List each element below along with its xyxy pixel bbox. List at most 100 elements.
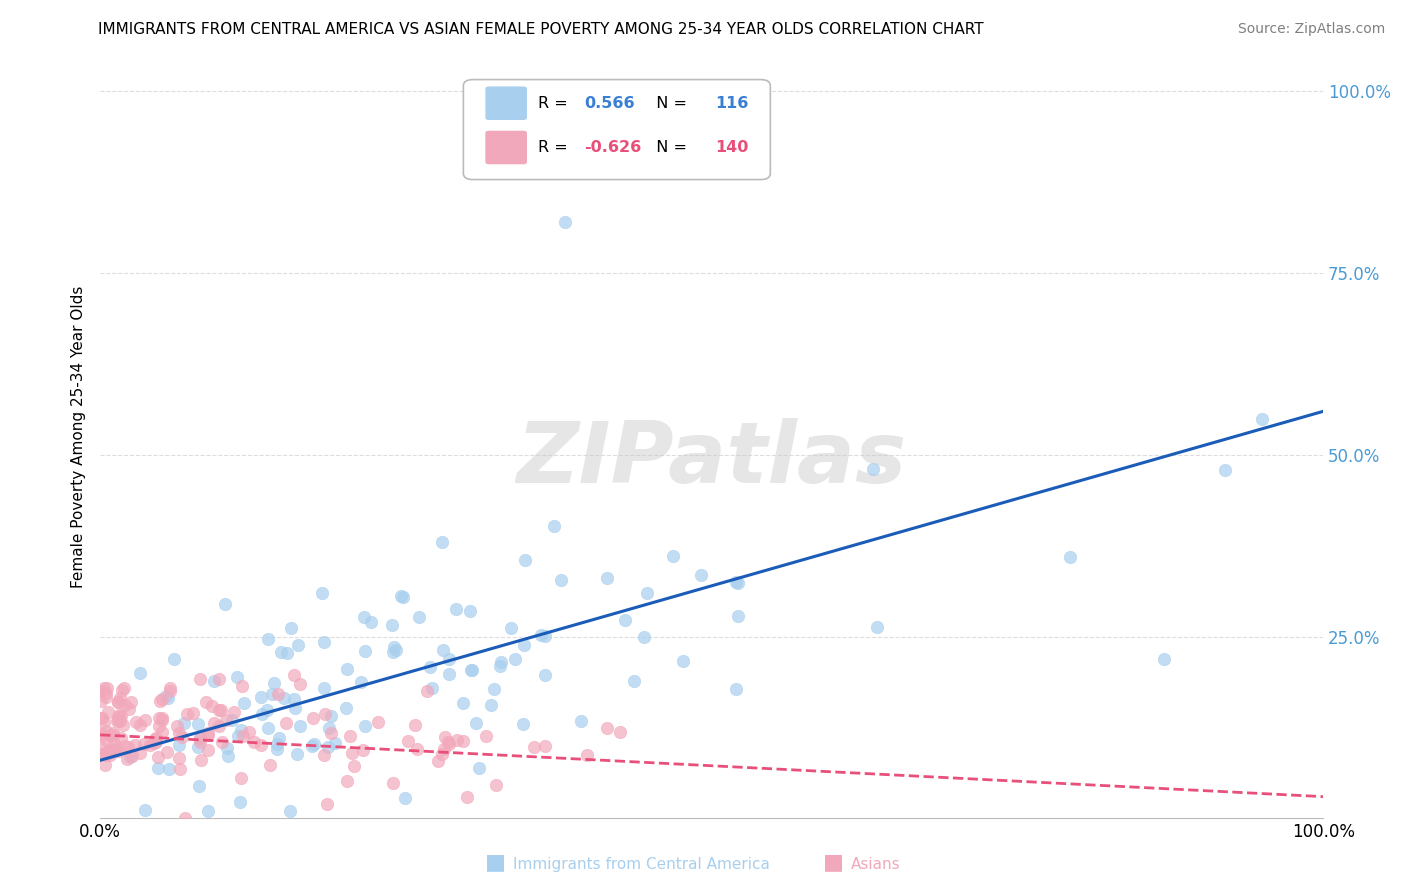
Point: [382, 776, 405, 790]
Point: [343, 759, 366, 773]
Point: [503, 652, 526, 666]
Point: [208, 672, 231, 686]
Point: [108, 714, 131, 728]
Point: [169, 762, 191, 776]
Text: 0.566: 0.566: [585, 95, 636, 111]
Point: [169, 751, 191, 765]
Point: [382, 645, 405, 659]
Point: [148, 761, 170, 775]
Point: [287, 638, 309, 652]
Point: [129, 717, 152, 731]
Point: [150, 710, 173, 724]
Point: [451, 733, 474, 747]
Point: [314, 707, 336, 722]
Point: [114, 739, 136, 754]
Point: [382, 640, 405, 654]
Point: [283, 692, 305, 706]
Point: [96, 733, 118, 747]
Point: [865, 620, 887, 634]
Point: [433, 730, 456, 744]
Point: [596, 571, 619, 585]
Point: [381, 618, 404, 632]
Point: [335, 701, 357, 715]
Point: [103, 744, 125, 758]
Point: [533, 629, 555, 643]
Point: [613, 613, 636, 627]
Point: [419, 659, 441, 673]
Text: Asians: Asians: [851, 857, 900, 872]
Point: [288, 719, 311, 733]
Point: [214, 597, 236, 611]
Point: [166, 719, 188, 733]
Point: [150, 692, 173, 706]
Point: [534, 668, 557, 682]
Point: [467, 761, 489, 775]
Point: [157, 762, 180, 776]
Point: [226, 729, 249, 743]
Point: [354, 644, 377, 658]
Text: Immigrants from Central America: Immigrants from Central America: [513, 857, 770, 872]
Point: [150, 713, 173, 727]
Point: [256, 703, 278, 717]
Point: [725, 682, 748, 697]
Point: [475, 729, 498, 743]
Point: [208, 703, 231, 717]
Point: [117, 751, 139, 765]
Point: [269, 731, 291, 745]
Point: [167, 738, 190, 752]
Point: [465, 715, 488, 730]
Point: [202, 715, 225, 730]
Point: [124, 738, 146, 752]
Point: [149, 693, 172, 707]
Point: [725, 574, 748, 589]
Point: [157, 690, 180, 705]
Point: [100, 745, 122, 759]
Point: [128, 666, 150, 681]
Point: [432, 741, 454, 756]
Point: [285, 747, 308, 761]
Point: [482, 682, 505, 697]
Point: [727, 608, 749, 623]
Point: [513, 553, 536, 567]
Point: [107, 695, 129, 709]
Point: [107, 744, 129, 758]
Point: [436, 735, 458, 749]
Point: [280, 621, 302, 635]
Point: [112, 681, 135, 695]
Point: [124, 715, 146, 730]
Point: [121, 748, 143, 763]
Point: [596, 721, 619, 735]
Point: [662, 549, 685, 564]
Point: [105, 714, 128, 728]
Point: [145, 731, 167, 745]
Point: [432, 643, 454, 657]
Point: [276, 646, 298, 660]
Point: [432, 534, 454, 549]
Point: [315, 797, 337, 812]
FancyBboxPatch shape: [485, 131, 527, 164]
Point: [232, 697, 254, 711]
FancyBboxPatch shape: [464, 79, 770, 179]
Point: [90, 694, 112, 708]
Point: [416, 684, 439, 698]
Point: [569, 714, 592, 728]
Point: [134, 803, 156, 817]
Point: [336, 662, 359, 676]
Point: [195, 695, 218, 709]
Point: [336, 773, 359, 788]
Point: [316, 740, 339, 755]
Point: [181, 706, 204, 720]
Point: [318, 721, 340, 735]
Point: [456, 789, 478, 804]
Point: [1059, 549, 1081, 564]
Point: [94, 686, 117, 700]
Point: [96, 681, 118, 696]
Point: [451, 696, 474, 710]
Point: [146, 749, 169, 764]
Point: [197, 743, 219, 757]
Point: [190, 753, 212, 767]
Point: [512, 717, 534, 731]
Point: [128, 746, 150, 760]
Point: [97, 744, 120, 758]
Point: [290, 677, 312, 691]
